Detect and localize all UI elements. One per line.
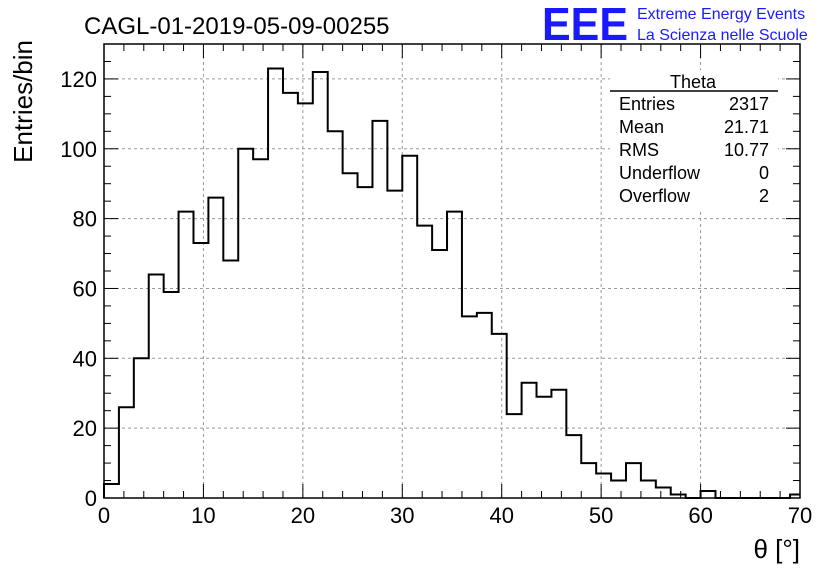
y-tick-label: 0 [85,486,97,511]
stats-value: 2317 [729,94,769,114]
y-tick-label: 20 [73,416,97,441]
y-tick-label: 80 [73,207,97,232]
x-tick-label: 50 [589,503,613,528]
stats-box-title: Theta [670,72,717,92]
histogram-outline [103,67,800,499]
stats-box: Theta Entries 2317 Mean 21.71 RMS 10.77 Underf… [610,70,778,212]
stats-label: Mean [619,117,664,137]
x-tick-label: 30 [390,503,414,528]
x-tick-label: 70 [788,503,812,528]
stats-label: Overflow [619,186,691,206]
y-tick-label: 100 [60,137,97,162]
axis-ticks [103,43,801,499]
stats-value: 10.77 [724,140,769,160]
y-tick-label: 120 [60,67,97,92]
x-tick-label: 10 [191,503,215,528]
stats-value: 0 [759,163,769,183]
y-tick-label: 40 [73,346,97,371]
x-tick-label: 20 [291,503,315,528]
x-tick-label: 60 [688,503,712,528]
eee-logo: EEE Extreme Energy Events La Scienza nel… [542,0,808,50]
y-tick-labels: 0 20 40 60 80 100 120 [60,67,97,511]
x-tick-label: 0 [98,503,110,528]
stats-label: RMS [619,140,659,160]
logo-line-2: La Scienza nelle Scuole [637,27,808,44]
x-tick-label: 40 [489,503,513,528]
y-axis-title: Entries/bin [8,40,38,163]
x-tick-labels: 0 10 20 30 40 50 60 70 [98,503,812,528]
stats-label: Underflow [619,163,701,183]
stats-rows: Entries 2317 Mean 21.71 RMS 10.77 Underflow 0 Ov… [619,94,769,206]
x-axis-title: θ [°] [753,534,800,564]
stats-value: 2 [759,186,769,206]
stats-box-background [610,70,778,212]
logo-mark: EEE [542,0,628,50]
logo-line-1: Extreme Energy Events [637,6,805,23]
plot-frame [103,43,801,499]
grid-lines [104,44,800,498]
stats-label: Entries [619,94,675,114]
y-tick-label: 60 [73,276,97,301]
chart-title: CAGL-01-2019-05-09-00255 [84,13,390,40]
stats-value: 21.71 [724,117,769,137]
